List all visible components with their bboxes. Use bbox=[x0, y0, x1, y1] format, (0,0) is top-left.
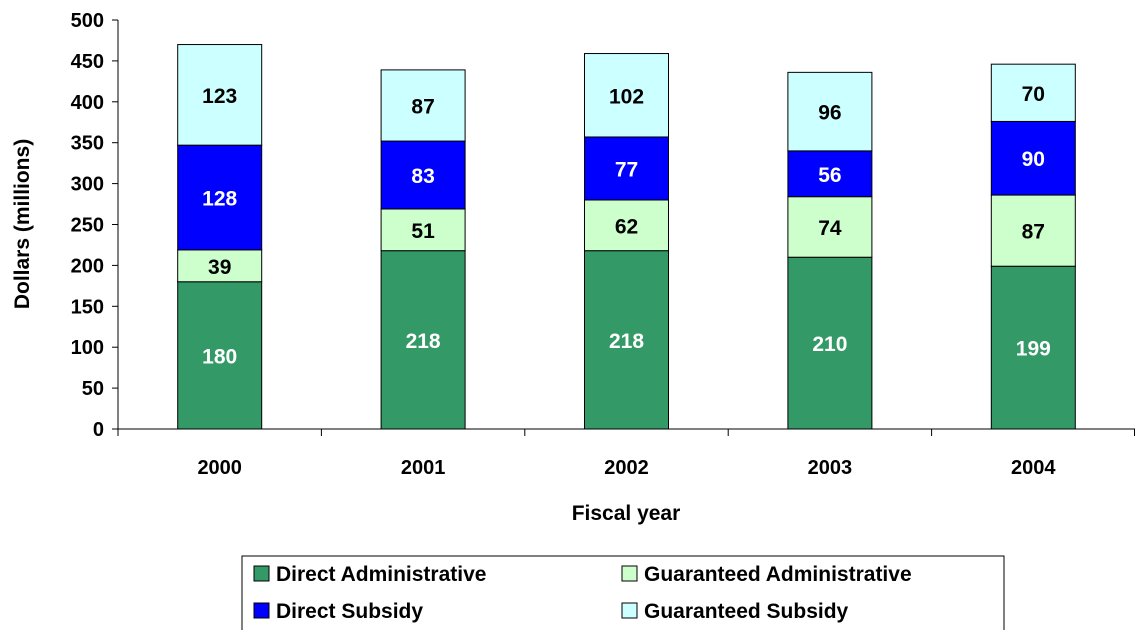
bar-segment bbox=[177, 249, 263, 283]
bar-stack: 218 51 83 87 bbox=[380, 69, 466, 430]
plot-area: 180 39 128 123 218 51 83 87 218 62 77 102 210 74 56 96 1… bbox=[177, 44, 1076, 430]
bar-segment bbox=[787, 256, 873, 430]
data-label: 123 bbox=[202, 85, 237, 108]
data-label: 218 bbox=[406, 330, 441, 353]
bar-segment bbox=[990, 194, 1076, 267]
bar-segment bbox=[380, 208, 466, 252]
y-tick-label: 0 bbox=[93, 419, 104, 441]
data-label: 180 bbox=[202, 345, 237, 368]
data-label: 102 bbox=[609, 85, 644, 108]
legend: Direct Administrative Guaranteed Administ… bbox=[241, 555, 1005, 630]
legend-swatch bbox=[621, 565, 638, 582]
data-label: 218 bbox=[609, 330, 644, 353]
data-label: 210 bbox=[812, 333, 847, 356]
legend-swatch bbox=[621, 602, 638, 619]
data-label: 199 bbox=[1016, 338, 1051, 361]
bar-segment bbox=[380, 69, 466, 142]
bar-stack: 218 62 77 102 bbox=[584, 53, 669, 430]
data-label: 39 bbox=[208, 256, 231, 279]
data-label: 83 bbox=[411, 165, 434, 188]
y-tick-label: 250 bbox=[71, 215, 104, 237]
bar-segment bbox=[177, 281, 263, 430]
bar-segment bbox=[177, 44, 263, 146]
y-axis: 0 50 100 150 200 250 300 350 400 450 500 bbox=[71, 10, 119, 441]
legend-label: Guaranteed Administrative bbox=[644, 563, 912, 586]
y-axis-title: Dollars (millions) bbox=[11, 139, 34, 309]
legend-label: Direct Administrative bbox=[276, 563, 486, 586]
y-tick-label: 150 bbox=[71, 296, 104, 318]
bar-segment bbox=[584, 53, 669, 138]
x-axis-title: Fiscal year bbox=[572, 502, 681, 525]
bar-segment bbox=[990, 63, 1076, 122]
legend-swatch bbox=[253, 565, 270, 582]
data-label: 74 bbox=[818, 217, 842, 240]
bar-stack: 199 87 90 70 bbox=[990, 63, 1076, 430]
data-label: 70 bbox=[1022, 83, 1045, 106]
data-label: 56 bbox=[818, 164, 841, 187]
legend-label: Direct Subsidy bbox=[276, 600, 423, 623]
legend-label: Guaranteed Subsidy bbox=[644, 600, 849, 623]
data-label: 128 bbox=[202, 188, 237, 211]
y-tick-label: 400 bbox=[71, 92, 104, 114]
bar-segment bbox=[990, 265, 1076, 430]
data-label: 87 bbox=[1022, 221, 1045, 244]
bar-segment bbox=[787, 71, 873, 152]
x-axis: 2000 2001 2002 2003 2004 bbox=[117, 428, 1135, 479]
y-tick-label: 350 bbox=[71, 133, 104, 155]
data-label: 87 bbox=[411, 95, 434, 118]
x-tick-label: 2001 bbox=[401, 457, 446, 479]
bar-segment bbox=[787, 150, 873, 198]
bar-segment bbox=[584, 199, 669, 252]
data-label: 90 bbox=[1022, 148, 1045, 171]
y-tick-label: 200 bbox=[71, 255, 104, 277]
bar-segment bbox=[584, 136, 669, 201]
x-tick-label: 2003 bbox=[808, 457, 853, 479]
x-tick-label: 2004 bbox=[1011, 457, 1056, 479]
y-tick-label: 300 bbox=[71, 174, 104, 196]
bar-segment bbox=[990, 120, 1076, 196]
data-label: 96 bbox=[818, 102, 841, 125]
y-tick-label: 500 bbox=[71, 10, 104, 32]
data-label: 62 bbox=[615, 215, 638, 238]
x-tick-label: 2002 bbox=[604, 457, 649, 479]
x-tick-label: 2000 bbox=[197, 457, 242, 479]
bar-stack: 210 74 56 96 bbox=[787, 71, 873, 430]
bar-segment bbox=[380, 250, 466, 430]
legend-swatch bbox=[253, 602, 270, 619]
bar-stack: 180 39 128 123 bbox=[177, 44, 263, 430]
data-label: 77 bbox=[615, 158, 638, 181]
data-label: 51 bbox=[411, 220, 435, 243]
y-tick-label: 50 bbox=[82, 378, 104, 400]
y-tick-label: 100 bbox=[71, 337, 104, 359]
y-tick-label: 450 bbox=[71, 51, 104, 73]
bar-segment bbox=[380, 140, 466, 210]
